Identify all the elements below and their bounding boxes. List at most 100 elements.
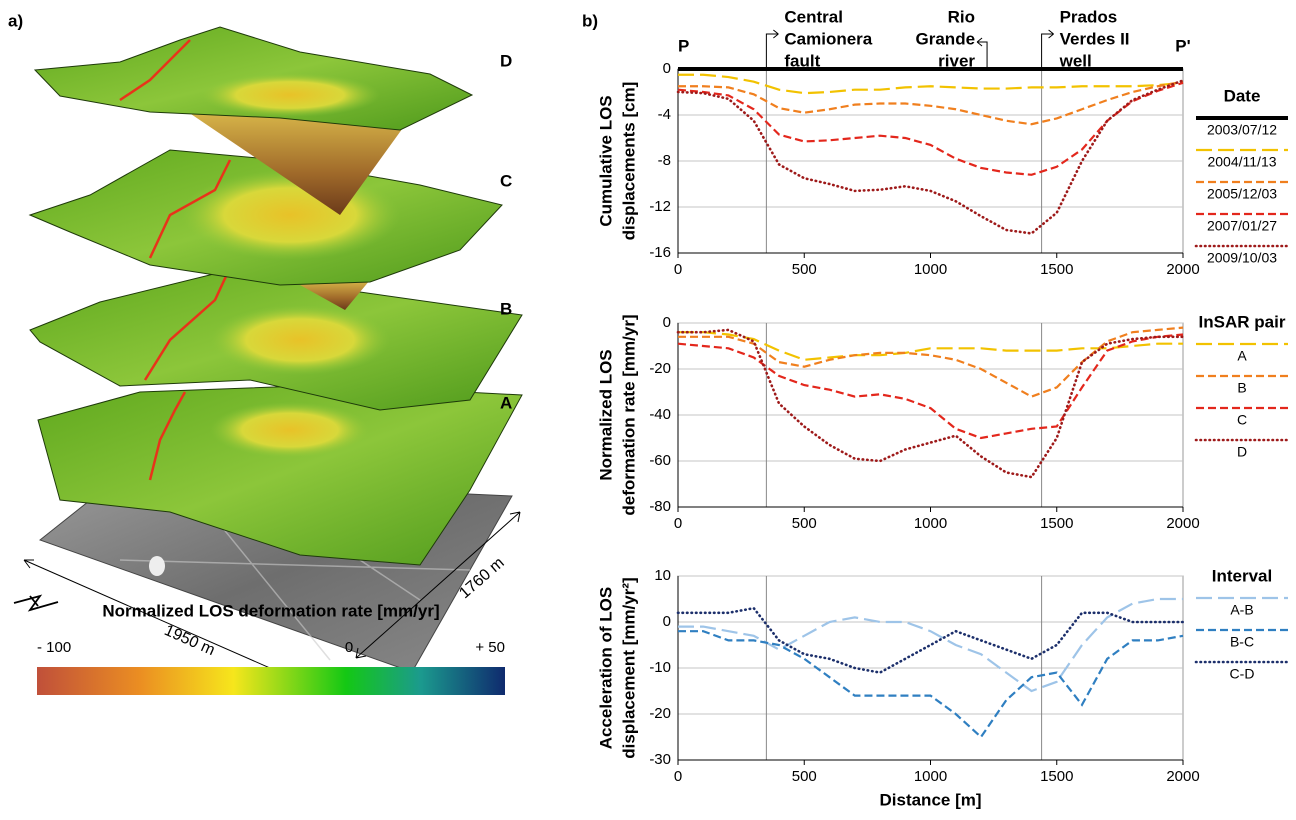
annotation-text: well xyxy=(1059,51,1092,70)
y-axis-label: Normalized LOS xyxy=(596,349,615,480)
colorbar-tick-label: - 100 xyxy=(37,639,71,656)
layer-label: D xyxy=(500,51,512,70)
annotation-text: fault xyxy=(784,51,820,70)
x-tick-label: 2000 xyxy=(1166,768,1199,785)
x-tick-label: 0 xyxy=(674,768,682,785)
legend-label: D xyxy=(1237,444,1247,460)
legend-title: Date xyxy=(1224,86,1261,105)
legend-label: C-D xyxy=(1230,666,1255,682)
y-tick-label: -60 xyxy=(649,452,671,469)
y-axis-label: displacements [cm] xyxy=(619,82,638,241)
y-axis-label: Cumulative LOS xyxy=(596,95,615,226)
x-tick-label: 1500 xyxy=(1040,768,1073,785)
dimension-arrow xyxy=(355,511,521,659)
y-axis-label: Acceleration of LOS xyxy=(596,587,615,749)
y-tick-label: 0 xyxy=(663,613,671,630)
layer-d-pit xyxy=(200,73,380,117)
dimension-label: 1950 m xyxy=(162,622,218,659)
x-tick-label: 1500 xyxy=(1040,515,1073,532)
series-line xyxy=(678,326,1184,398)
legend-label: B-C xyxy=(1230,634,1254,650)
legend-label: 2004/11/13 xyxy=(1207,154,1276,170)
y-axis-label: displacement [mm/yr²] xyxy=(619,577,638,758)
legend-label: 2009/10/03 xyxy=(1207,250,1277,266)
legend-label: 2007/01/27 xyxy=(1207,218,1277,234)
dimension-arrow xyxy=(23,559,321,691)
y-tick-label: -20 xyxy=(649,705,671,722)
fault-trace xyxy=(148,159,232,259)
series-line xyxy=(677,81,1184,176)
y-tick-label: -30 xyxy=(649,751,671,768)
y-tick-label: 0 xyxy=(663,60,671,77)
colorbar-title: Normalized LOS deformation rate [mm/yr] xyxy=(102,601,439,620)
x-tick-label: 500 xyxy=(792,768,817,785)
y-tick-label: 10 xyxy=(654,567,671,584)
annotation-arrow xyxy=(976,37,988,68)
x-tick-label: 500 xyxy=(792,261,817,278)
y-tick-label: -16 xyxy=(649,244,671,261)
annotation-text: river xyxy=(938,51,975,70)
annotation-text: Prados xyxy=(1060,7,1118,26)
x-tick-label: 1500 xyxy=(1040,261,1073,278)
panel-label: b) xyxy=(582,11,598,30)
y-tick-label: -10 xyxy=(649,659,671,676)
y-axis-label: deformation rate [mm/yr] xyxy=(619,314,638,515)
layer-label: C xyxy=(500,171,512,190)
series-line xyxy=(676,79,1185,235)
x-tick-label: 2000 xyxy=(1166,261,1199,278)
series-line xyxy=(678,73,1184,95)
panel-a xyxy=(13,26,523,691)
x-tick-label: 1000 xyxy=(914,261,947,278)
x-tick-label: 0 xyxy=(674,515,682,532)
legend-label: B xyxy=(1237,380,1246,396)
annotation-text: Camionera xyxy=(784,29,872,48)
legend-label: A xyxy=(1237,348,1247,364)
series-line xyxy=(678,331,1183,361)
colorbar-tick-label: 0 xyxy=(345,639,353,656)
series-line xyxy=(676,606,1185,674)
legend-label: C xyxy=(1237,412,1247,428)
map-pond xyxy=(149,556,165,576)
series-line xyxy=(676,328,1185,479)
series-line xyxy=(677,333,1184,440)
legend-title: InSAR pair xyxy=(1199,312,1286,331)
y-tick-label: -4 xyxy=(658,106,671,123)
annotation-arrow xyxy=(1041,29,1054,68)
fault-trace xyxy=(143,271,230,381)
layer-a-pit xyxy=(210,402,370,458)
legend-label: 2003/07/12 xyxy=(1207,122,1277,138)
legend-title: Interval xyxy=(1212,566,1272,585)
annotation-text: Central xyxy=(784,7,843,26)
panel-label: a) xyxy=(8,11,23,30)
series-line xyxy=(678,80,1184,126)
series-line xyxy=(678,597,1183,693)
annotation-text: Verdes II xyxy=(1060,29,1130,48)
colorbar xyxy=(37,667,505,695)
y-tick-label: -20 xyxy=(649,360,671,377)
y-tick-label: -80 xyxy=(649,498,671,515)
legend-label: A-B xyxy=(1230,602,1253,618)
north-arrow xyxy=(13,594,59,612)
x-tick-label: 0 xyxy=(674,261,682,278)
y-tick-label: 0 xyxy=(663,314,671,331)
legend-label: 2005/12/03 xyxy=(1207,186,1277,202)
series-line xyxy=(678,630,1184,739)
layer-b-cone xyxy=(300,280,370,310)
endpoint-label: P' xyxy=(1175,36,1190,55)
annotation-text: Rio xyxy=(948,7,975,26)
annotation-text: Grande xyxy=(916,29,976,48)
x-tick-label: 1000 xyxy=(914,768,947,785)
layer-b-pit xyxy=(210,305,390,375)
x-axis-label: Distance [m] xyxy=(879,790,981,809)
fault-trace xyxy=(148,391,187,481)
layer-a xyxy=(37,384,523,566)
endpoint-label: P xyxy=(678,36,689,55)
fault-trace xyxy=(119,39,191,102)
y-tick-label: -40 xyxy=(649,406,671,423)
annotation-arrow xyxy=(765,29,779,68)
layer-c-pit xyxy=(180,170,400,260)
x-tick-label: 2000 xyxy=(1166,515,1199,532)
layer-label: B xyxy=(500,299,512,318)
